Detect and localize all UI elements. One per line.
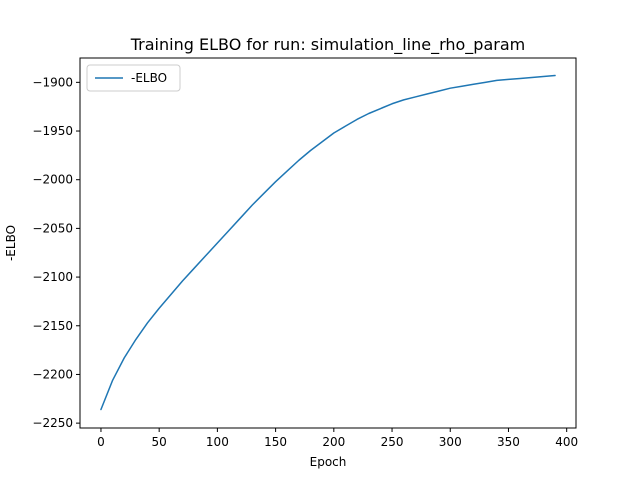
x-tick-label: 100: [206, 435, 229, 449]
y-tick-label: −2250: [32, 416, 73, 430]
y-axis-ticks: −2250 −2200 −2150 −2100 −2050 −2000 −1950 −1900: [32, 75, 80, 430]
plot-area-frame: [79, 57, 577, 429]
x-tick-label: 400: [555, 435, 578, 449]
y-tick-label: −1900: [32, 75, 73, 89]
x-tick-label: 300: [439, 435, 462, 449]
y-tick-label: −2150: [32, 319, 73, 333]
y-tick-label: −2050: [32, 221, 73, 235]
chart-title: Training ELBO for run: simulation_line_r…: [130, 35, 525, 55]
x-tick-label: 200: [322, 435, 345, 449]
x-tick-label: 50: [152, 435, 167, 449]
legend: -ELBO: [86, 64, 181, 92]
y-tick-label: −2200: [32, 367, 73, 381]
x-tick-label: 0: [97, 435, 105, 449]
y-tick-label: −2000: [32, 173, 73, 187]
x-tick-label: 350: [497, 435, 520, 449]
y-tick-label: −2100: [32, 270, 73, 284]
x-axis-ticks: 0 50 100 150 200 250 300 350 400: [97, 428, 578, 449]
y-tick-label: −1950: [32, 124, 73, 138]
x-axis-label: Epoch: [310, 455, 347, 469]
legend-label: -ELBO: [131, 71, 167, 85]
x-tick-label: 150: [264, 435, 287, 449]
y-axis-label: -ELBO: [4, 225, 18, 261]
legend-box: [86, 64, 181, 92]
x-tick-label: 250: [381, 435, 404, 449]
series-line-elbo: [100, 74, 556, 411]
